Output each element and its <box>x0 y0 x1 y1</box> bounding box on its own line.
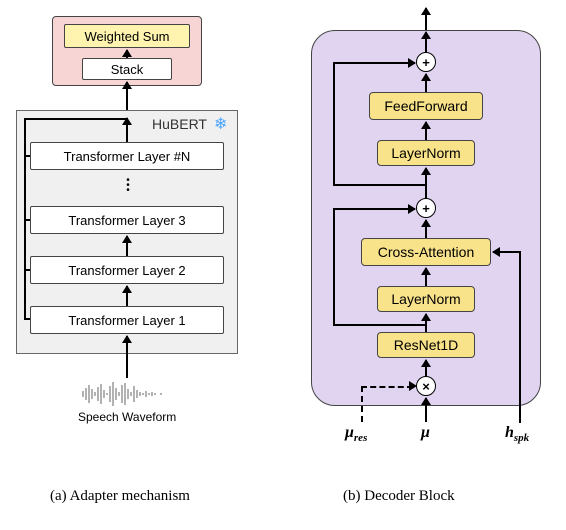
hubert-label: HuBERT <box>152 116 207 132</box>
arrow-hspk-ca <box>493 251 521 253</box>
add-op-1: + <box>416 52 436 72</box>
mu-res-v <box>361 386 363 422</box>
arrow-wave-l1 <box>126 336 128 378</box>
transformer-layer-1: Transformer Layer 1 <box>30 306 224 334</box>
tap-l3 <box>24 219 30 221</box>
side-bus-vertical <box>24 118 26 318</box>
arrow-res-ln2 <box>425 314 427 332</box>
layernorm2-box: LayerNorm <box>377 286 475 312</box>
arrow-ln1-ff <box>425 122 427 140</box>
weighted-sum-box: Weighted Sum <box>64 24 190 48</box>
crossattention-box: Cross-Attention <box>361 238 491 266</box>
feedforward-box: FeedForward <box>369 92 483 120</box>
arrow-l2-l3 <box>126 236 128 256</box>
arrow-stack-ws <box>126 50 128 58</box>
arrow-output <box>425 8 427 30</box>
mu-res-dashed <box>361 386 413 388</box>
resnet1d-box: ResNet1D <box>377 332 475 358</box>
residual1-bottom <box>333 184 425 186</box>
arrow-ff-plus1 <box>425 74 427 92</box>
arrow-ca-plus2 <box>425 220 427 238</box>
arrow-plus2-ln1 <box>425 168 427 198</box>
transformer-layer-3: Transformer Layer 3 <box>30 206 224 234</box>
hspk-label: hspk <box>505 424 529 444</box>
stack-box: Stack <box>82 58 172 80</box>
panel-decoder: + FeedForward LayerNorm + Cross-Attentio… <box>283 0 566 530</box>
hspk-vertical <box>519 251 521 423</box>
arrow-plus1-out <box>425 32 427 52</box>
speech-waveform-icon <box>78 380 178 408</box>
add-op-2: + <box>416 198 436 218</box>
frozen-icon: ❄ <box>214 114 227 134</box>
arrow-times-res <box>425 360 427 376</box>
speech-waveform-label: Speech Waveform <box>78 410 176 424</box>
tap-l1 <box>24 318 30 320</box>
side-bus-top <box>24 118 126 120</box>
arrow-hubert-stack <box>126 82 128 110</box>
transformer-layer-2: Transformer Layer 2 <box>30 256 224 284</box>
residual2-bottom <box>333 324 425 326</box>
arrow-mu-in <box>425 398 427 422</box>
mult-op: × <box>416 376 436 396</box>
residual1-top <box>333 62 415 64</box>
arrow-ln-out <box>126 118 128 142</box>
transformer-layer-n: Transformer Layer #N <box>30 142 224 170</box>
caption-a: (a) Adapter mechanism <box>50 488 190 505</box>
residual2-top <box>333 208 415 210</box>
mu-res-label: μres <box>345 424 367 444</box>
arrow-ln2-ca <box>425 268 427 286</box>
tap-l2 <box>24 269 30 271</box>
caption-b: (b) Decoder Block <box>343 488 455 505</box>
residual1-v <box>333 62 335 184</box>
mu-res-arrow-tip <box>409 381 417 391</box>
residual2-v <box>333 208 335 324</box>
layernorm1-box: LayerNorm <box>377 140 475 166</box>
tap-ln <box>24 155 30 157</box>
arrow-l1-l2 <box>126 286 128 306</box>
vertical-dots: ••• <box>123 178 133 193</box>
mu-label: μ <box>421 424 430 442</box>
panel-adapter: Weighted Sum Stack HuBERT ❄ Transformer … <box>0 0 283 530</box>
